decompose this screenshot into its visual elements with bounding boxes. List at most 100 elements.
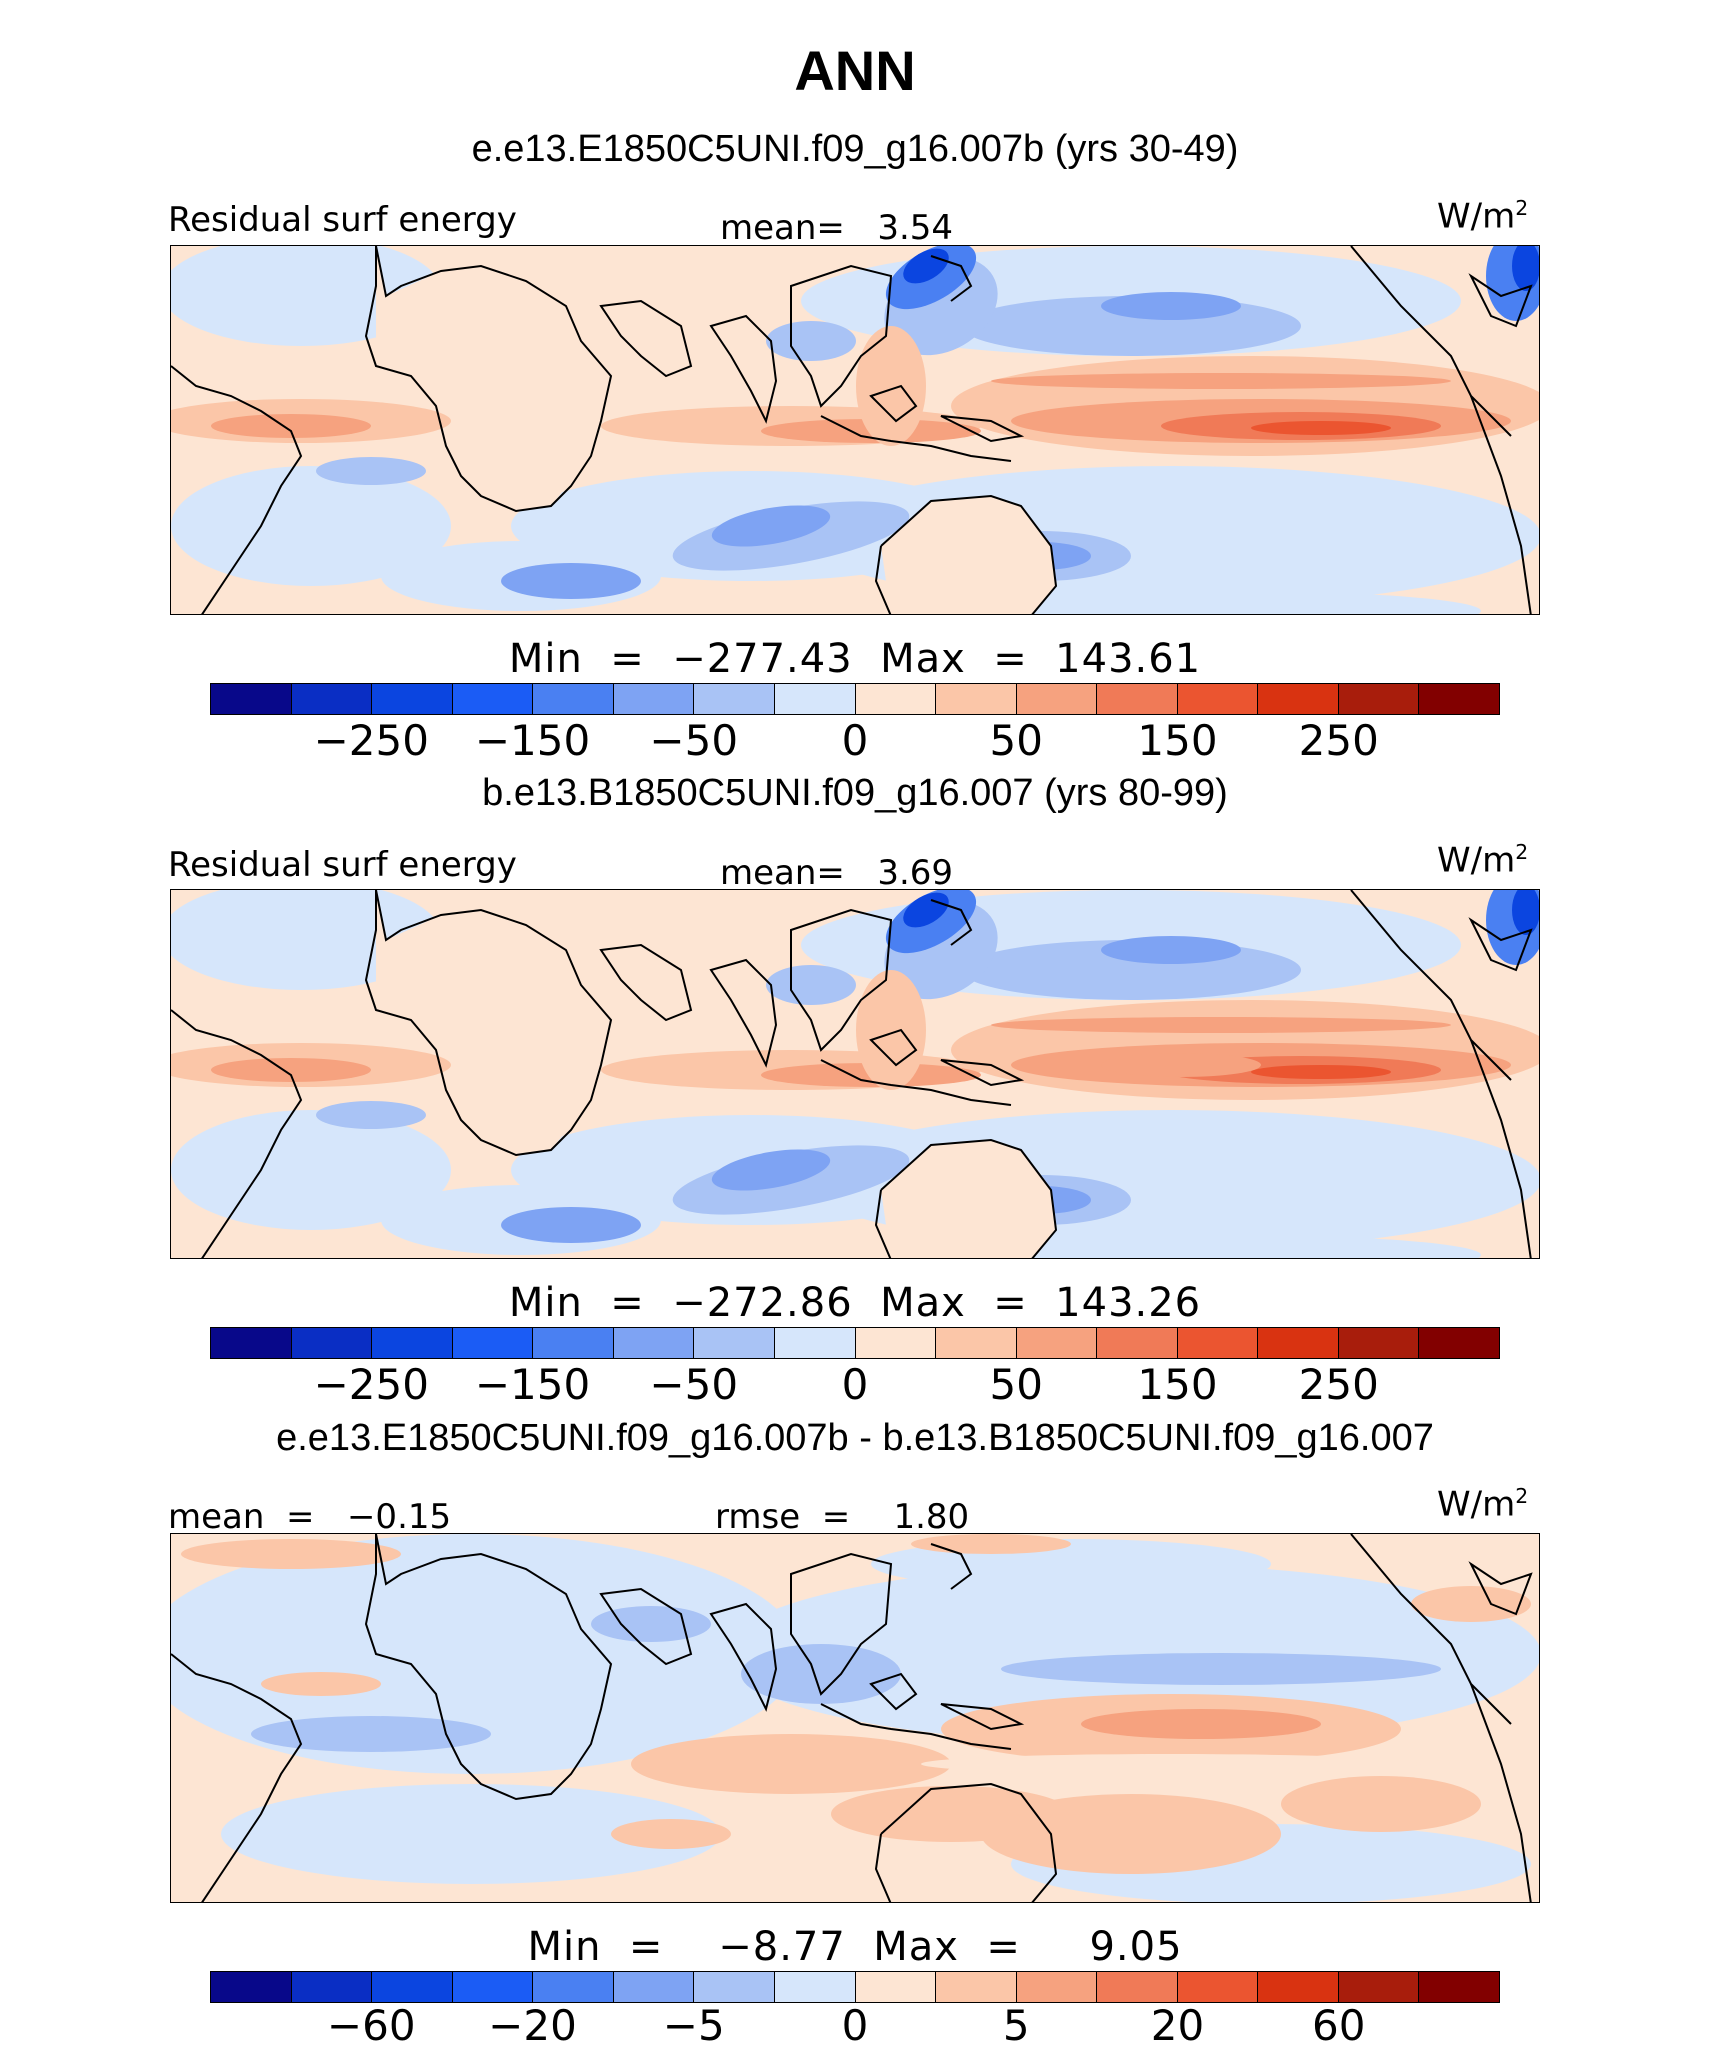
colorbar-tick-label: 50 [989,716,1043,765]
contour-region [251,1716,491,1752]
colorbar-tick-label: 0 [841,716,869,765]
colorbar-swatch [533,1328,614,1358]
contour-region [911,1534,1071,1554]
colorbar-swatch [1016,1972,1098,2002]
contour-region [611,1819,731,1849]
contour-region [766,321,856,361]
colorbar-tick-label: −150 [474,716,591,765]
contour-region [1251,1065,1391,1079]
contour-region [171,1534,801,1774]
contour-region [316,457,426,485]
panel-2-min-max: Min = −272.86 Max = 143.26 [508,1280,1202,1326]
contour-region [631,1734,951,1794]
coastline [940,1703,1025,1731]
contour-region [1101,936,1241,964]
panel-2-colorbar [210,1327,1500,1359]
coastline [1350,1534,1512,1725]
land-fill [881,496,1056,614]
colorbar-swatch [1097,1972,1178,2002]
colorbar-swatch [1338,684,1420,714]
contour-region [1512,890,1539,935]
coastline [874,545,892,614]
contour-map [171,1534,1539,1902]
colorbar-swatch [613,1972,695,2002]
coastline [820,415,1012,462]
panel-3-case-title: e.e13.E1850C5UNI.f09_g16.007b - b.e13.B1… [276,1417,1434,1459]
colorbar-swatch [694,1328,775,1358]
colorbar-tick-label: −250 [313,716,429,765]
contour-region [316,1101,426,1129]
coastline [930,1543,973,1590]
colorbar-swatch [1097,1328,1178,1358]
colorbar-swatch [452,1328,534,1358]
colorbar-swatch [291,684,373,714]
colorbar-swatch [211,684,292,714]
colorbar-swatch [1419,1972,1499,2002]
contour-region [981,1794,1281,1874]
panel-3-colorbar-ticks: −60 −20 −5 0 5 20 60 [0,2001,1710,2051]
contour-region [1081,1709,1321,1739]
coastline [1470,1039,1532,1258]
colorbar-swatch [372,1972,453,2002]
panel-3-colorbar [210,1971,1500,2003]
coastline [940,415,1025,443]
coastline [1350,246,1512,437]
contour-region [211,1058,371,1082]
contour-region [1411,1586,1531,1622]
contour-region [1512,246,1539,291]
coastline [709,314,778,424]
colorbar-swatch [774,1328,856,1358]
contour-region [1251,421,1391,435]
panel-2-mean-label: mean= 3.69 [720,853,954,893]
colorbar-swatch [1338,1328,1420,1358]
panel-1-case-title: e.e13.E1850C5UNI.f09_g16.007b (yrs 30-49… [471,128,1239,170]
contour-region [181,1539,401,1569]
colorbar-swatch [1419,684,1499,714]
land-fill [376,890,611,1155]
colorbar-swatch [936,684,1017,714]
panel-2-map [170,889,1540,1259]
colorbar-tick-label: 250 [1298,716,1379,765]
coastline [820,1703,1012,1750]
contour-region [171,246,441,346]
contour-region [766,965,856,1005]
colorbar-swatch [936,1972,1017,2002]
colorbar-tick-label: 50 [989,1360,1043,1409]
coastline [869,384,918,423]
colorbar-swatch [1258,1972,1339,2002]
colorbar-tick-label: 150 [1137,1360,1218,1409]
contour-region [221,1784,721,1884]
contour-region [501,563,641,599]
coastline [869,1672,918,1711]
contour-map [171,246,1539,614]
panel-2-unit: W/m2 [1437,840,1529,881]
colorbar-swatch [533,1972,614,2002]
colorbar-tick-label: 20 [1150,2001,1205,2050]
coastline [880,494,1058,614]
coastline [364,1534,613,1801]
coastline [1468,917,1533,972]
contour-region [1001,1653,1441,1685]
contour-map [171,890,1539,1258]
coastline [599,1587,693,1666]
coastline [790,908,893,1052]
coastline [790,264,893,408]
coastline [874,1189,892,1258]
colorbar-tick-label: −5 [662,2001,725,2050]
coastline [171,1653,303,1902]
coastline [709,958,778,1068]
colorbar-tick-label: 150 [1137,716,1218,765]
coastline [869,1028,918,1067]
contour-region [991,373,1451,389]
colorbar-tick-label: −50 [649,1360,739,1409]
contour-region [1101,1053,1261,1077]
panel-1-colorbar [210,683,1500,715]
panel-1-variable-label: Residual surf energy [168,200,517,240]
land-fill [376,246,611,511]
colorbar-swatch [291,1972,373,2002]
coastline [820,1059,1012,1106]
panel-3-rmse-label: rmse = 1.80 [715,1497,970,1537]
coastline [930,255,973,302]
colorbar-swatch [372,1328,453,1358]
contour-region [501,1207,641,1243]
